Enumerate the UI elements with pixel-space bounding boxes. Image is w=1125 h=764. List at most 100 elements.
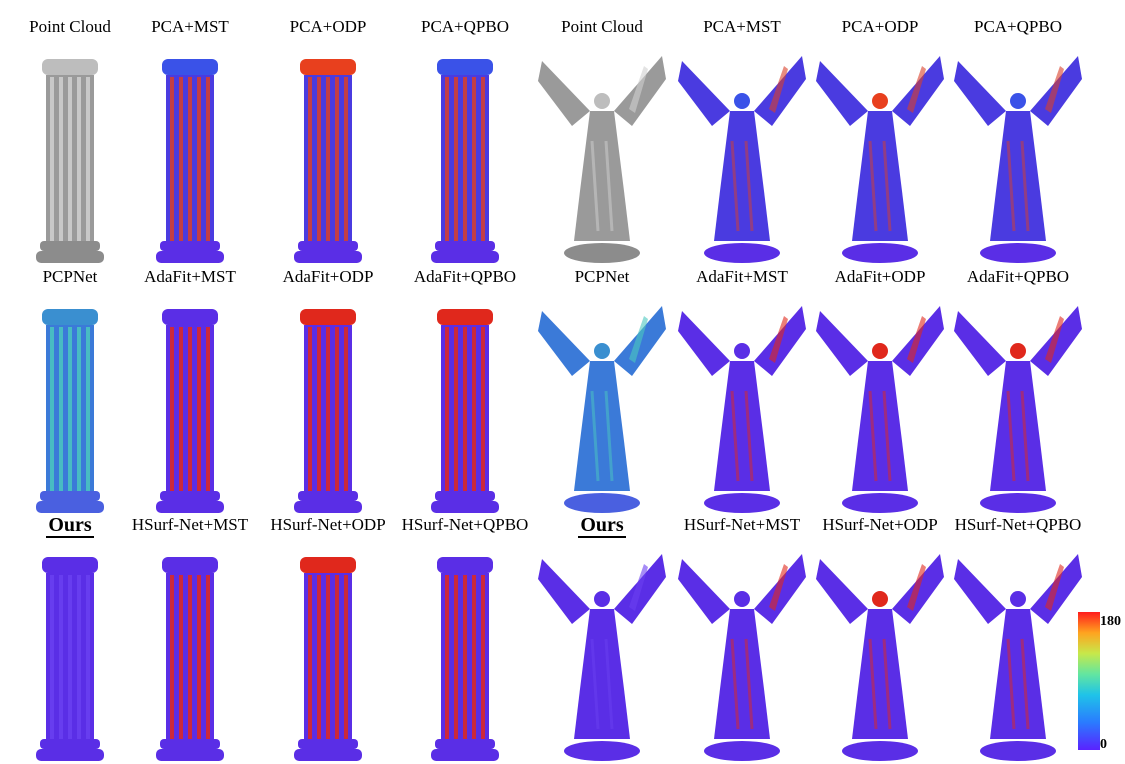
panel-caption-text: AdaFit+QPBO: [967, 267, 1069, 286]
column-flute: [50, 327, 54, 493]
column-base: [160, 491, 220, 501]
column-flute: [308, 575, 312, 741]
hsurf-net-qpbo-column-render: [395, 539, 535, 764]
column-flute: [317, 327, 321, 493]
statue-left-wing: [816, 559, 868, 624]
column-flute: [86, 327, 90, 493]
adafit-qpbo-column-render: [395, 291, 535, 516]
column-flute: [454, 327, 458, 493]
panel-caption-text: HSurf-Net+MST: [684, 515, 800, 534]
statue-robe: [990, 609, 1046, 739]
hsurf-net-mst-statue-render: [672, 539, 812, 764]
column-flute: [335, 575, 339, 741]
column-flute: [188, 327, 192, 493]
statue-head: [872, 343, 888, 359]
column-flute: [472, 77, 476, 243]
column-capital: [42, 557, 98, 573]
panel-caption: Point Cloud: [0, 15, 140, 41]
column-flute: [77, 327, 81, 493]
column-flute: [188, 77, 192, 243]
panel-caption: PCA+ODP: [810, 15, 950, 41]
statue-head: [1010, 591, 1026, 607]
column-flute: [197, 575, 201, 741]
column-flute: [86, 575, 90, 741]
statue-pedestal: [704, 741, 780, 761]
panel-caption: HSurf-Net+MST: [672, 513, 812, 539]
column-flute: [197, 77, 201, 243]
column-flute: [59, 77, 63, 243]
column-capital: [42, 59, 98, 75]
panel-caption: AdaFit+QPBO: [948, 265, 1088, 291]
panel-column-point-cloud: Point Cloud: [0, 15, 140, 265]
column-base: [40, 241, 100, 251]
pcpnet-column-render: [0, 291, 140, 516]
statue-robe: [852, 111, 908, 241]
panel-column-hsurf-net-odp: HSurf-Net+ODP: [258, 513, 398, 763]
column-plinth: [156, 251, 224, 263]
column-flute: [86, 77, 90, 243]
statue-robe: [714, 111, 770, 241]
pca-mst-statue-render: [672, 41, 812, 266]
statue-head: [872, 591, 888, 607]
adafit-odp-statue-render: [810, 291, 950, 516]
statue-robe: [852, 609, 908, 739]
hsurf-net-qpbo-statue-render: [948, 539, 1088, 764]
column-base: [40, 491, 100, 501]
column-flute: [445, 77, 449, 243]
panel-caption-text: PCA+ODP: [290, 17, 367, 36]
adafit-qpbo-statue-render: [948, 291, 1088, 516]
statue-head: [734, 93, 750, 109]
panel-caption-text: HSurf-Net+MST: [132, 515, 248, 534]
statue-robe: [852, 361, 908, 491]
panel-caption: PCPNet: [0, 265, 140, 291]
panel-caption-text: HSurf-Net+ODP: [270, 515, 385, 534]
column-flute: [472, 327, 476, 493]
column-flute: [454, 575, 458, 741]
column-flute: [463, 77, 467, 243]
statue-robe: [990, 111, 1046, 241]
column-flute: [50, 77, 54, 243]
ours-statue-render: [532, 539, 672, 764]
panel-statue-point-cloud: Point Cloud: [532, 15, 672, 265]
pca-odp-column-render: [258, 41, 398, 266]
statue-left-wing: [678, 559, 730, 624]
panel-column-pca-mst: PCA+MST: [120, 15, 260, 265]
column-plinth: [431, 749, 499, 761]
column-capital: [300, 309, 356, 325]
panel-column-pca-qpbo: PCA+QPBO: [395, 15, 535, 265]
panel-caption: HSurf-Net+QPBO: [948, 513, 1088, 539]
statue-left-wing: [538, 61, 590, 126]
statue-left-wing: [678, 311, 730, 376]
pca-qpbo-statue-render: [948, 41, 1088, 266]
column-plinth: [36, 749, 104, 761]
column-flute: [317, 575, 321, 741]
statue-head: [1010, 93, 1026, 109]
column-flute: [335, 77, 339, 243]
panel-caption: PCA+ODP: [258, 15, 398, 41]
column-flute: [68, 77, 72, 243]
column-plinth: [294, 749, 362, 761]
column-flute: [445, 575, 449, 741]
statue-pedestal: [704, 493, 780, 513]
panel-caption: Ours: [0, 513, 140, 539]
panel-caption-text: PCA+QPBO: [421, 17, 509, 36]
panel-column-hsurf-net-qpbo: HSurf-Net+QPBO: [395, 513, 535, 763]
statue-pedestal: [564, 493, 640, 513]
panel-caption-text: AdaFit+MST: [696, 267, 788, 286]
statue-pedestal: [980, 493, 1056, 513]
pca-odp-statue-render: [810, 41, 950, 266]
statue-left-wing: [678, 61, 730, 126]
hsurf-net-odp-column-render: [258, 539, 398, 764]
column-capital: [437, 309, 493, 325]
panel-caption-text: PCA+MST: [703, 17, 781, 36]
statue-pedestal: [842, 243, 918, 263]
statue-left-wing: [816, 61, 868, 126]
statue-robe: [574, 609, 630, 739]
panel-caption: PCA+MST: [672, 15, 812, 41]
statue-head: [594, 93, 610, 109]
panel-statue-pcpnet: PCPNet: [532, 265, 672, 515]
panel-column-hsurf-net-mst: HSurf-Net+MST: [120, 513, 260, 763]
column-flute: [326, 77, 330, 243]
column-flute: [308, 327, 312, 493]
